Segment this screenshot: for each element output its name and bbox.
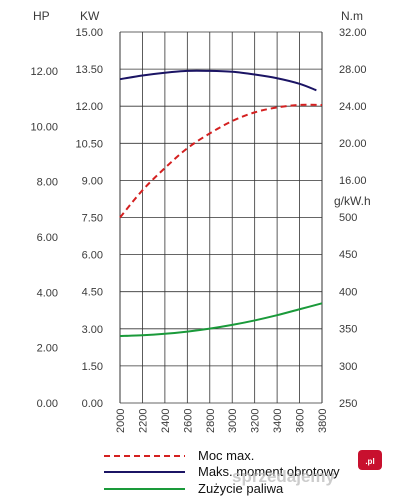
watermark-badge: [358, 450, 382, 470]
x-tick-label: 3400: [272, 409, 284, 433]
kw-tick-label: 13.50: [75, 64, 103, 76]
series-line-3: [119, 302, 323, 338]
hp-axis-label: HP: [33, 9, 50, 23]
nm-tick-label: 16.00: [339, 175, 367, 187]
hp-tick-label: 2.00: [37, 343, 58, 355]
watermark-badge-text: .pl: [365, 457, 374, 466]
gkwh-tick-label: 350: [339, 324, 357, 336]
hp-tick-label: 0.00: [37, 398, 58, 410]
kw-tick-label: 3.00: [82, 324, 103, 336]
x-tick-label: 3800: [317, 409, 329, 433]
series-line-2: [119, 69, 317, 92]
gkwh-tick-label: 400: [339, 286, 357, 298]
x-tick-label: 2600: [182, 409, 194, 433]
watermark: sprzedajemy .pl: [232, 450, 382, 486]
hp-tick-label: 10.00: [30, 121, 58, 133]
series-layer: [119, 69, 323, 338]
gkwh-tick-label: 300: [339, 361, 357, 373]
legend-label: Moc max.: [198, 448, 254, 463]
nm-tick-label: 28.00: [339, 64, 367, 76]
kw-tick-label: 12.00: [75, 101, 103, 113]
hp-tick-label: 8.00: [37, 177, 58, 189]
nm-axis-label: N.m: [341, 9, 363, 23]
series-line-1: [119, 103, 323, 219]
grid: [119, 31, 323, 404]
kw-tick-label: 9.00: [82, 175, 103, 187]
kw-tick-label: 15.00: [75, 27, 103, 39]
gkwh-tick-label: 450: [339, 249, 357, 261]
hp-tick-label: 6.00: [37, 232, 58, 244]
kw-tick-label: 4.50: [82, 287, 103, 299]
gkwh-axis-label: g/kW.h: [334, 194, 371, 208]
hp-tick-label: 4.00: [37, 287, 58, 299]
watermark-text: sprzedajemy: [232, 467, 336, 486]
legend: Moc max.Maks. moment obrotowy Zużycie pal…: [104, 448, 340, 496]
kw-tick-label: 10.50: [75, 138, 103, 150]
nm-tick-label: 20.00: [339, 138, 367, 150]
gkwh-tick-label: 250: [339, 398, 357, 410]
kw-tick-label: 1.50: [82, 361, 103, 373]
kw-axis-label: KW: [80, 9, 100, 23]
hp-tick-label: 12.00: [30, 66, 58, 78]
nm-tick-label: 24.00: [339, 101, 367, 113]
x-tick-label: 2800: [205, 409, 217, 433]
x-tick-label: 3000: [227, 409, 239, 433]
legend-label: Zużycie paliwa: [198, 481, 284, 496]
kw-tick-label: 0.00: [82, 398, 103, 410]
legend-label: Maks. moment obrotowy: [198, 464, 340, 479]
nm-tick-label: 32.00: [339, 27, 367, 39]
kw-tick-label: 6.00: [82, 250, 103, 262]
kw-tick-label: 7.50: [82, 213, 103, 225]
x-tick-label: 3200: [250, 409, 262, 433]
axes: HP KW N.m g/kW.h 0.00 2.00 4.00 6.00 8.00 10.00 12…: [30, 9, 370, 433]
x-tick-label: 3600: [295, 409, 307, 433]
x-tick-label: 2000: [115, 409, 127, 433]
gkwh-tick-label: 500: [339, 212, 357, 224]
x-tick-label: 2400: [160, 409, 172, 433]
x-tick-label: 2200: [137, 409, 149, 433]
